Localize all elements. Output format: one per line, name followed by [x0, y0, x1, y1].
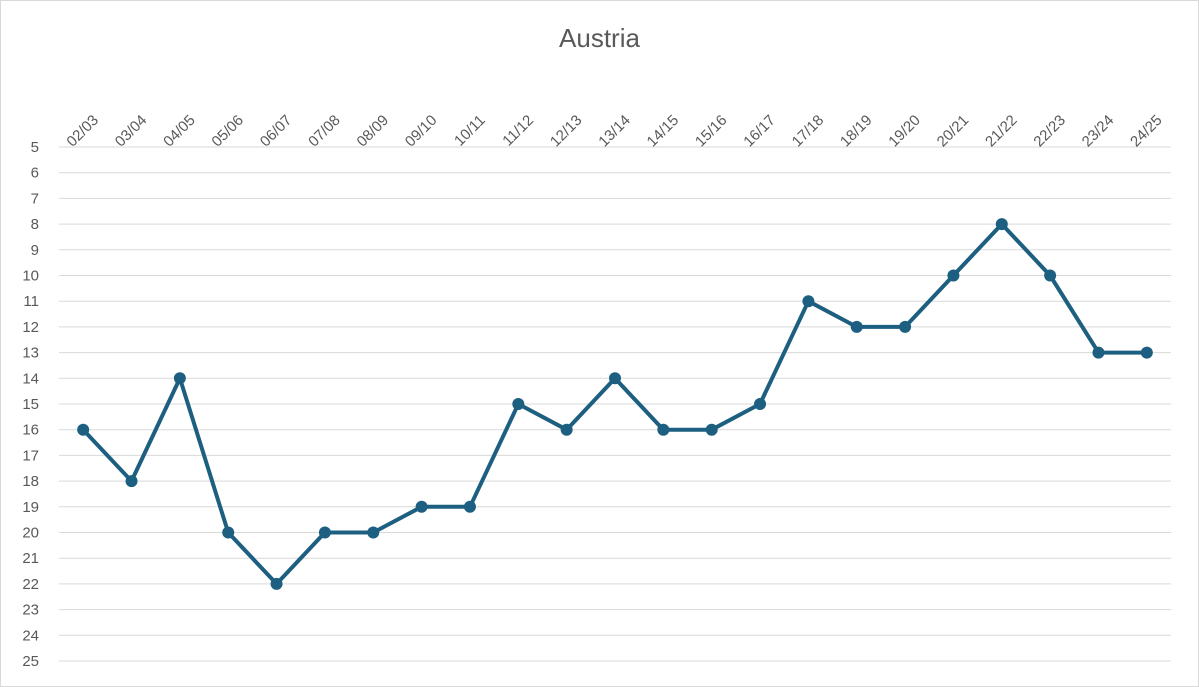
- y-tick-label: 10: [22, 268, 39, 285]
- x-tick-label: 23/24: [1079, 112, 1118, 151]
- x-tick-label: 04/05: [160, 112, 199, 151]
- x-tick-label: 21/22: [982, 112, 1021, 151]
- x-tick-label: 19/20: [885, 112, 924, 151]
- data-point: [1092, 346, 1105, 359]
- y-tick-label: 15: [22, 396, 39, 413]
- y-tick-label: 25: [22, 653, 39, 670]
- y-tick-label: 23: [22, 602, 39, 619]
- data-point: [609, 372, 621, 385]
- data-point: [77, 423, 90, 436]
- y-tick-label: 22: [22, 576, 39, 593]
- x-tick-label: 09/10: [402, 112, 441, 151]
- y-tick-label: 21: [22, 550, 39, 567]
- x-tick-label: 24/25: [1127, 112, 1166, 151]
- data-point: [125, 475, 138, 488]
- x-tick-label: 17/18: [789, 112, 828, 151]
- x-tick-label: 08/09: [354, 112, 393, 151]
- x-tick-label: 22/23: [1030, 112, 1069, 151]
- x-tick-label: 06/07: [257, 112, 296, 151]
- y-tick-label: 12: [22, 319, 39, 336]
- x-tick-label: 13/14: [595, 112, 634, 151]
- y-tick-label: 13: [22, 345, 39, 362]
- data-point: [222, 526, 235, 539]
- x-tick-label: 11/12: [499, 112, 537, 150]
- y-tick-label: 6: [31, 165, 39, 182]
- y-tick-label: 20: [22, 525, 39, 542]
- y-tick-label: 14: [22, 370, 39, 387]
- data-point: [899, 320, 912, 333]
- x-tick-label: 12/13: [547, 112, 586, 151]
- data-point: [995, 218, 1008, 231]
- y-tick-label: 5: [31, 139, 39, 156]
- data-point: [463, 500, 476, 513]
- y-tick-label: 24: [22, 627, 39, 644]
- x-tick-label: 15/16: [692, 112, 731, 151]
- x-tick-label: 18/19: [837, 112, 876, 151]
- y-axis-ticks: 5 6 7 8 9 10 11 12 13 14 15 16 17 18 19 20 21 22 23 24 25: [22, 139, 39, 670]
- data-point: [802, 295, 815, 308]
- data-point: [415, 500, 428, 513]
- data-point: [705, 423, 718, 436]
- data-point: [173, 372, 186, 385]
- y-tick-label: 7: [31, 190, 39, 207]
- x-tick-label: 20/21: [934, 112, 973, 151]
- data-point: [850, 320, 863, 333]
- y-tick-label: 8: [31, 216, 39, 233]
- x-tick-label: 05/06: [208, 112, 247, 151]
- chart-title: Austria: [559, 23, 640, 53]
- y-tick-label: 17: [22, 447, 39, 464]
- x-tick-label: 02/03: [63, 112, 102, 151]
- data-point: [1140, 346, 1153, 359]
- x-tick-label: 07/08: [305, 112, 344, 151]
- x-tick-label: 10/11: [451, 112, 489, 150]
- y-tick-label: 9: [31, 242, 39, 259]
- data-point: [318, 526, 331, 539]
- x-axis-ticks: 02/03 03/04 04/05 05/06 06/07 07/08 08/09 09/10…: [63, 112, 1165, 151]
- data-point: [270, 577, 283, 590]
- x-tick-label: 16/17: [740, 112, 779, 151]
- data-point: [657, 423, 670, 436]
- data-point: [947, 269, 960, 282]
- data-point: [367, 526, 380, 539]
- x-tick-label: 03/04: [112, 112, 151, 151]
- data-point: [512, 398, 525, 410]
- x-tick-label: 14/15: [644, 112, 683, 151]
- y-tick-label: 11: [23, 293, 39, 310]
- y-tick-label: 16: [22, 422, 39, 439]
- series-group: [77, 218, 1153, 590]
- data-point: [1044, 269, 1057, 282]
- y-tick-label: 19: [22, 499, 39, 516]
- data-point: [754, 398, 767, 410]
- y-tick-label: 18: [22, 473, 39, 490]
- data-point: [560, 423, 573, 436]
